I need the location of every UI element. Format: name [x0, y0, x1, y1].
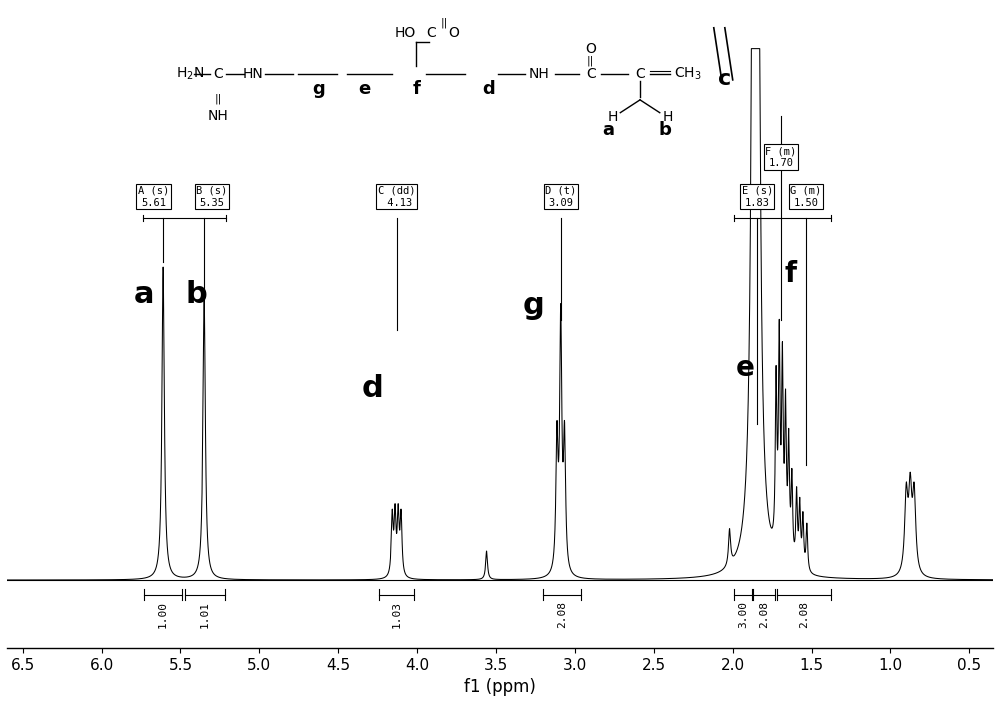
Text: C (dd)
 4.13: C (dd) 4.13	[378, 185, 415, 207]
Text: f: f	[412, 80, 420, 98]
Text: B (s)
5.35: B (s) 5.35	[196, 185, 228, 207]
Text: NH: NH	[529, 67, 550, 82]
Text: NH: NH	[208, 109, 228, 123]
Text: HN: HN	[243, 67, 264, 82]
Text: d: d	[482, 80, 495, 98]
Text: 1.03: 1.03	[392, 601, 402, 628]
Text: C: C	[213, 67, 223, 82]
Text: H: H	[662, 110, 673, 124]
Text: b: b	[658, 121, 671, 139]
X-axis label: f1 (ppm): f1 (ppm)	[464, 678, 536, 696]
Text: HO: HO	[395, 25, 416, 39]
Text: a: a	[134, 280, 154, 309]
Text: C: C	[426, 25, 436, 39]
Text: $\mathregular{H_2N}$: $\mathregular{H_2N}$	[176, 66, 204, 82]
Text: g: g	[312, 80, 325, 98]
Text: O: O	[448, 25, 459, 39]
Text: 1.01: 1.01	[200, 601, 210, 628]
Text: 1.00: 1.00	[158, 601, 168, 628]
Text: E (s)
1.83: E (s) 1.83	[742, 185, 773, 207]
Text: $\mathregular{CH_3}$: $\mathregular{CH_3}$	[674, 66, 701, 82]
Text: O: O	[585, 41, 596, 56]
Text: C: C	[586, 67, 596, 82]
Text: ||: ||	[214, 94, 222, 105]
Text: e: e	[358, 80, 370, 98]
Text: G (m)
1.50: G (m) 1.50	[790, 185, 822, 207]
Text: ||: ||	[587, 56, 594, 66]
Text: c: c	[718, 69, 731, 89]
Text: 3.00: 3.00	[738, 601, 748, 628]
Text: H: H	[607, 110, 618, 124]
Text: A (s)
5.61: A (s) 5.61	[138, 185, 169, 207]
Text: F (m)
1.70: F (m) 1.70	[765, 146, 796, 169]
Text: e: e	[736, 354, 755, 382]
Text: D (t)
3.09: D (t) 3.09	[545, 185, 576, 207]
Text: 2.08: 2.08	[799, 601, 809, 628]
Text: ||: ||	[440, 17, 447, 27]
Text: a: a	[602, 121, 614, 139]
Text: g: g	[523, 290, 545, 320]
Text: 2.08: 2.08	[557, 601, 567, 628]
Text: d: d	[362, 374, 384, 403]
Text: b: b	[185, 280, 207, 309]
Text: 2.08: 2.08	[759, 601, 769, 628]
Text: C: C	[635, 67, 645, 82]
Text: f: f	[784, 260, 796, 288]
